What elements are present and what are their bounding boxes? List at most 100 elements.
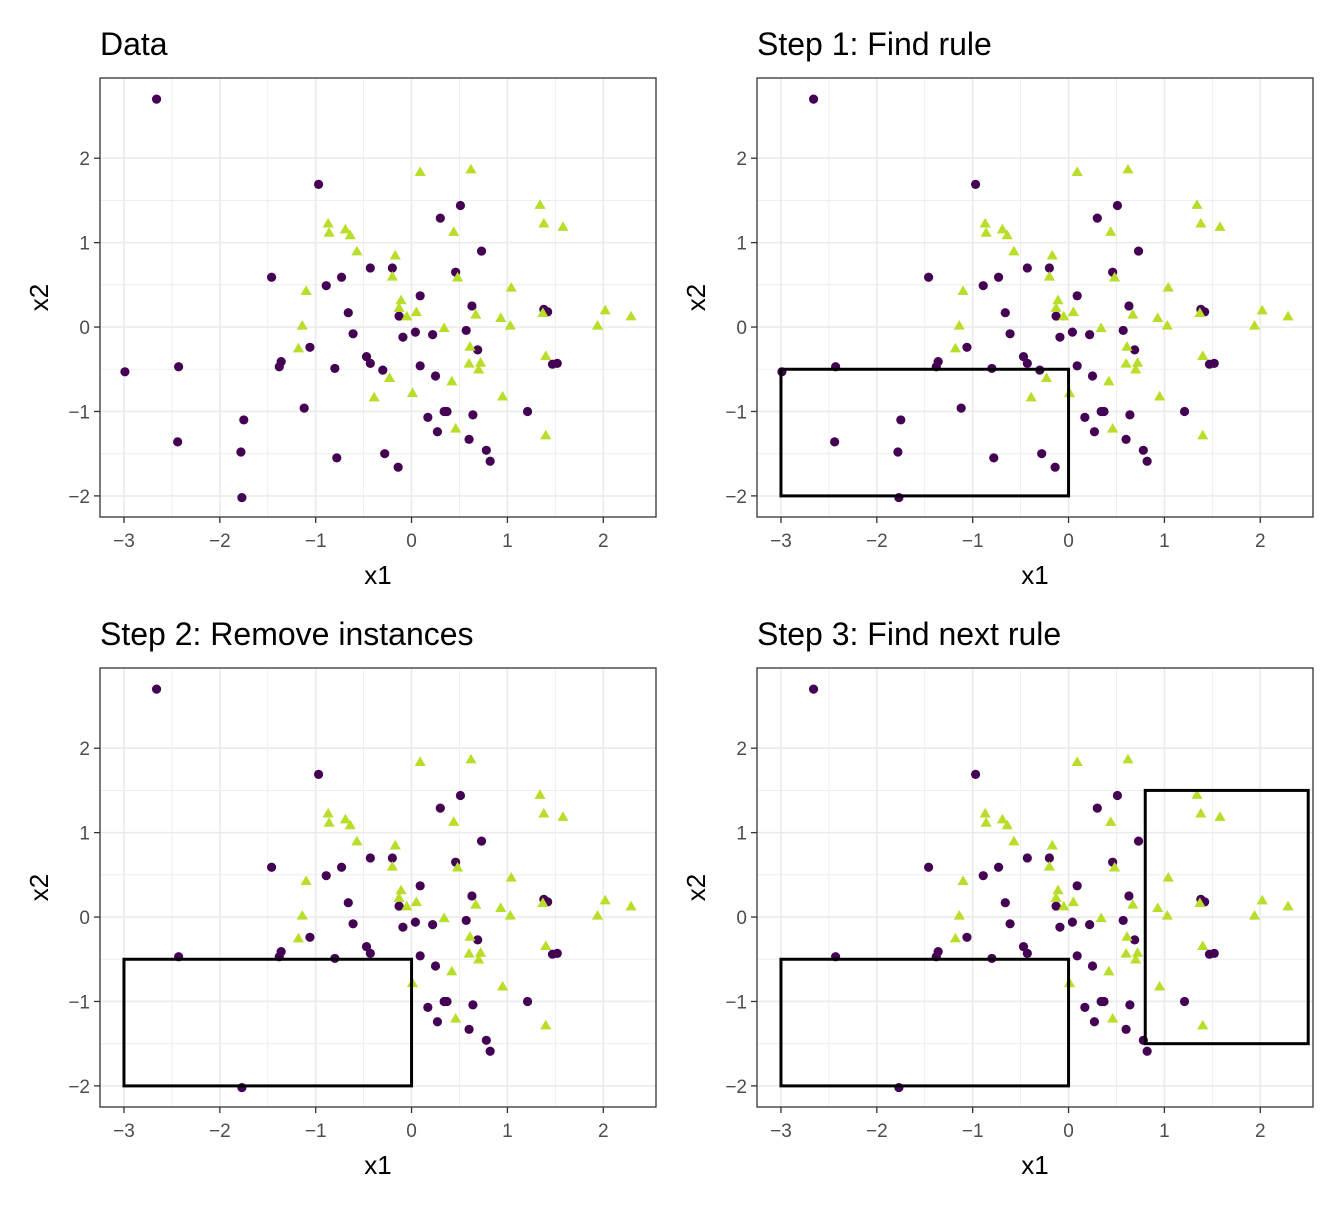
data-point-triangle xyxy=(1095,322,1107,333)
data-point-circle xyxy=(1067,327,1077,337)
data-point-triangle xyxy=(599,894,611,905)
data-point-triangle xyxy=(540,350,552,361)
data-point-triangle xyxy=(448,816,460,826)
data-point-triangle xyxy=(1197,1019,1209,1030)
data-point-triangle xyxy=(1058,310,1070,321)
panel-title: Step 2: Remove instances xyxy=(100,616,474,652)
y-tick-label: 2 xyxy=(79,739,90,760)
data-point-triangle xyxy=(410,306,422,317)
data-point-circle xyxy=(978,871,988,881)
data-point-triangle xyxy=(1105,226,1117,236)
data-point-circle xyxy=(1080,1002,1090,1012)
panel-1: −3 −2 −1 0 1 2 −2 −1 0 1 2 x1 x2 Data xyxy=(24,26,657,590)
x-tick-label: −1 xyxy=(305,531,327,552)
data-point-circle xyxy=(428,330,438,340)
data-point-triangle xyxy=(1008,245,1020,256)
data-point-circle xyxy=(276,357,286,367)
data-point-circle xyxy=(387,853,397,863)
data-point-triangle xyxy=(395,884,407,895)
data-point-triangle xyxy=(438,322,450,333)
data-point-triangle xyxy=(1191,789,1203,799)
data-point-circle xyxy=(467,891,477,901)
data-point-circle xyxy=(332,453,342,463)
data-point-circle xyxy=(473,345,483,355)
data-point-circle xyxy=(455,790,466,801)
y-axis-title: x2 xyxy=(681,284,711,311)
y-tick-label: 0 xyxy=(736,908,747,929)
x-axis-title: x1 xyxy=(364,560,391,590)
data-point-circle xyxy=(461,325,471,336)
x-tick-label: 1 xyxy=(1159,531,1170,552)
y-tick-label: −1 xyxy=(68,402,90,423)
data-point-triangle xyxy=(1001,229,1013,240)
data-point-triangle xyxy=(300,285,312,296)
data-point-circle xyxy=(430,371,441,381)
rule-box-1 xyxy=(122,957,414,1088)
data-point-circle xyxy=(1124,301,1134,311)
data-point-circle xyxy=(933,357,943,367)
data-point-circle xyxy=(415,291,425,301)
data-point-triangle xyxy=(1154,980,1166,991)
data-point-circle xyxy=(552,948,562,958)
data-point-triangle xyxy=(450,1013,462,1023)
data-point-circle xyxy=(1142,456,1152,466)
panel-background xyxy=(757,668,1313,1107)
data-point-triangle xyxy=(322,807,334,818)
x-tick-label: 2 xyxy=(598,1121,609,1142)
data-point-triangle xyxy=(1256,304,1268,315)
data-point-triangle xyxy=(451,861,464,872)
data-point-circle xyxy=(956,403,966,413)
data-point-triangle xyxy=(1127,309,1139,319)
data-point-triangle xyxy=(980,227,992,237)
data-point-circle xyxy=(978,281,988,291)
x-tick-label: −2 xyxy=(866,1121,888,1142)
x-tick-label: 0 xyxy=(1063,1121,1074,1142)
data-point-circle xyxy=(430,961,441,971)
data-point-circle xyxy=(473,935,483,945)
data-point-triangle xyxy=(448,226,460,236)
data-point-circle xyxy=(410,917,420,927)
data-point-triangle xyxy=(389,839,401,850)
data-point-triangle xyxy=(538,807,550,818)
data-point-triangle xyxy=(599,304,611,315)
data-point-circle xyxy=(276,947,286,957)
data-point-circle xyxy=(1099,406,1109,417)
data-point-triangle xyxy=(1122,753,1134,764)
data-point-circle xyxy=(1087,371,1098,381)
panel-background xyxy=(757,78,1313,517)
data-point-circle xyxy=(1050,462,1060,472)
data-point-triangle xyxy=(591,910,604,920)
y-tick-label: 1 xyxy=(736,824,747,845)
x-axis-title: x1 xyxy=(1021,1150,1048,1180)
data-point-circle xyxy=(1044,263,1054,273)
panel-2: −3 −2 −1 0 1 2 −2 −1 0 1 2 x1 x2 Step 1: Find rule xyxy=(681,26,1314,590)
data-point-circle xyxy=(1112,200,1123,211)
data-point-triangle xyxy=(1046,839,1058,850)
data-point-triangle xyxy=(351,245,363,256)
data-point-triangle xyxy=(1162,282,1174,292)
data-point-circle xyxy=(348,329,358,339)
data-point-circle xyxy=(1044,853,1054,863)
data-point-triangle xyxy=(1131,947,1144,957)
data-point-triangle xyxy=(1071,756,1083,766)
data-point-triangle xyxy=(1050,302,1062,312)
data-point-circle xyxy=(380,449,390,459)
x-tick-label: −1 xyxy=(305,1121,327,1142)
data-point-circle xyxy=(1209,948,1219,958)
data-point-circle xyxy=(442,406,452,417)
data-point-triangle xyxy=(463,357,475,368)
data-points xyxy=(120,94,637,503)
data-point-triangle xyxy=(464,931,476,941)
data-point-circle xyxy=(394,901,404,911)
data-point-triangle xyxy=(980,817,992,827)
data-point-triangle xyxy=(465,753,477,764)
data-point-triangle xyxy=(996,813,1008,824)
data-point-triangle xyxy=(534,789,546,799)
data-point-triangle xyxy=(957,285,969,296)
data-point-circle xyxy=(464,434,474,444)
data-point-circle xyxy=(239,415,249,425)
data-point-triangle xyxy=(292,342,305,353)
data-point-circle xyxy=(1055,332,1065,342)
y-tick-label: 0 xyxy=(79,908,90,929)
data-point-triangle xyxy=(300,875,312,886)
